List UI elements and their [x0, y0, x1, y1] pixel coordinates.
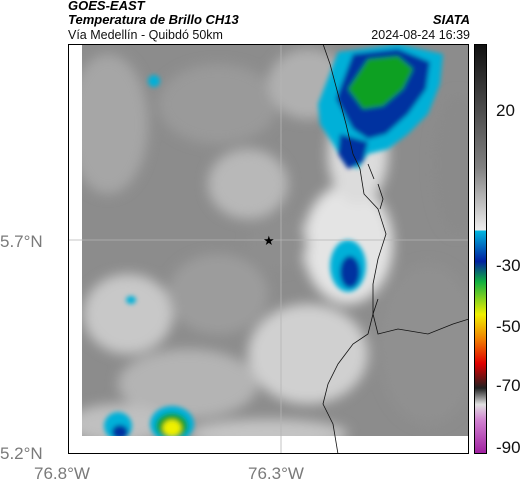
star-icon: ★	[263, 234, 275, 249]
lon-label-76-3: 76.3°W	[248, 464, 304, 483]
satellite-map: ★	[68, 44, 469, 454]
datetime-label: 2024-08-24 16:39	[371, 28, 470, 42]
colorbar	[474, 44, 487, 454]
colorbar-label-minus70: -70	[496, 376, 521, 395]
colorbar-label-minus30: -30	[496, 256, 521, 275]
lat-label-5-7: 5.7°N	[0, 232, 43, 251]
lat-label-5-2: 5.2°N	[0, 444, 43, 463]
route-label: Vía Medellín - Quibdó 50km	[68, 28, 223, 42]
org-label: SIATA	[432, 12, 470, 27]
product-title: Temperatura de Brillo CH13	[68, 12, 239, 27]
colorbar-label-20: 20	[496, 101, 515, 120]
lon-label-76-8: 76.8°W	[34, 464, 90, 483]
colorbar-label-minus90: -90	[496, 438, 521, 457]
satellite-title: GOES-EAST	[68, 0, 145, 13]
colorbar-label-minus50: -50	[496, 317, 521, 336]
